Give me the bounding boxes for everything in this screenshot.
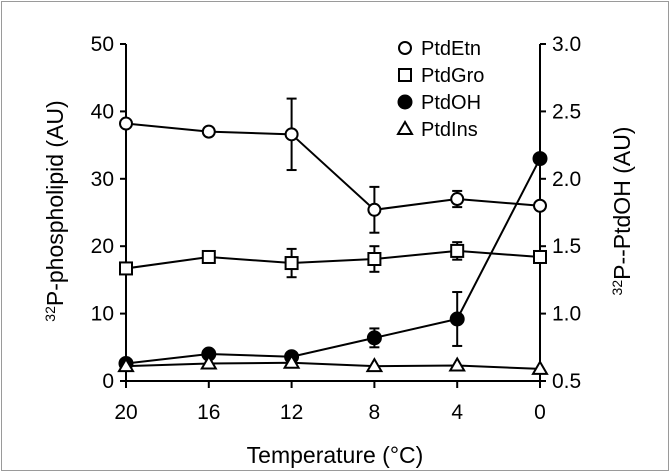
data-point-ptdgro bbox=[367, 252, 382, 267]
data-point-ptdins bbox=[365, 357, 384, 373]
data-point-ptdins bbox=[282, 353, 301, 369]
series-ptdgro bbox=[119, 241, 547, 279]
data-point-ptdetn bbox=[367, 202, 382, 217]
data-point-ptdetn bbox=[201, 124, 216, 139]
right-y-tick-label: 0.5 bbox=[552, 370, 581, 393]
data-point-ptdetn bbox=[284, 127, 299, 142]
legend: PtdEtn PtdGro PtdOH PtdIns bbox=[396, 38, 484, 141]
data-point-ptdins bbox=[200, 354, 218, 370]
left-y-tick-label: 50 bbox=[91, 33, 114, 56]
series-ptdins bbox=[117, 353, 549, 375]
x-tick-label: 16 bbox=[197, 401, 220, 424]
legend-label-ptdetn: PtdEtn bbox=[421, 38, 481, 60]
left-y-axis-title: 32P-phospholipid (AU) bbox=[42, 100, 68, 321]
legend-label-ptdoh: PtdOH bbox=[421, 92, 481, 114]
left-y-axis-title-text: P-phospholipid (AU) bbox=[42, 100, 68, 306]
legend-marker-ptdetn bbox=[398, 41, 412, 55]
left-y-tick-label: 20 bbox=[91, 235, 114, 258]
legend-marker-ptdins bbox=[396, 120, 414, 135]
series-line-ptdoh bbox=[125, 158, 541, 365]
x-axis-title: Temperature (°C) bbox=[247, 442, 424, 468]
legend-label-ptdins: PtdIns bbox=[421, 119, 478, 141]
right-y-axis-title-text: P--PtdOH (AU) bbox=[609, 127, 635, 280]
data-point-ptdgro bbox=[450, 243, 465, 258]
data-point-ptdins bbox=[117, 357, 135, 373]
left-y-tick-label: 0 bbox=[102, 370, 114, 393]
x-tick-label: 0 bbox=[534, 401, 546, 424]
chart-marks bbox=[117, 97, 549, 375]
data-point-ptdgro bbox=[201, 249, 216, 264]
left-y-tick-label: 40 bbox=[91, 100, 114, 123]
x-tick-label: 20 bbox=[114, 401, 137, 424]
right-y-tick-label: 3.0 bbox=[552, 33, 581, 56]
right-y-tick-label: 1.5 bbox=[552, 235, 581, 258]
data-point-ptdetn bbox=[450, 192, 465, 207]
right-y-axis-title-sup: 32 bbox=[609, 280, 625, 296]
left-y-tick-label: 30 bbox=[91, 168, 114, 191]
data-point-ptdgro bbox=[533, 249, 547, 264]
series-line-ptdetn bbox=[125, 122, 541, 211]
x-tick-label: 8 bbox=[369, 401, 381, 424]
x-tick-label: 12 bbox=[280, 401, 303, 424]
data-point-ptdins bbox=[448, 356, 466, 372]
series-line-ptdgro bbox=[125, 249, 541, 270]
legend-label-ptdgro: PtdGro bbox=[421, 65, 484, 87]
data-point-ptdoh bbox=[366, 330, 382, 346]
legend-marker-ptdoh bbox=[397, 94, 413, 110]
data-point-ptdoh bbox=[532, 151, 548, 167]
data-point-ptdins bbox=[531, 359, 549, 375]
left-y-axis-title-sup: 32 bbox=[42, 306, 58, 322]
series-ptdetn bbox=[119, 97, 547, 234]
right-y-tick-label: 2.0 bbox=[552, 168, 581, 191]
right-y-tick-label: 2.5 bbox=[552, 100, 581, 123]
x-tick-label: 4 bbox=[451, 401, 463, 424]
series-line-ptdins bbox=[125, 361, 541, 370]
data-point-ptdetn bbox=[533, 198, 547, 213]
left-y-tick-label: 10 bbox=[91, 303, 114, 326]
right-y-axis-title: 32P--PtdOH (AU) bbox=[609, 127, 635, 296]
right-y-tick-label: 1.0 bbox=[552, 303, 581, 326]
data-point-ptdoh bbox=[449, 311, 465, 327]
data-point-ptdetn bbox=[119, 116, 133, 131]
legend-marker-ptdgro bbox=[398, 68, 412, 82]
data-point-ptdgro bbox=[119, 261, 133, 276]
data-point-ptdgro bbox=[284, 256, 299, 271]
